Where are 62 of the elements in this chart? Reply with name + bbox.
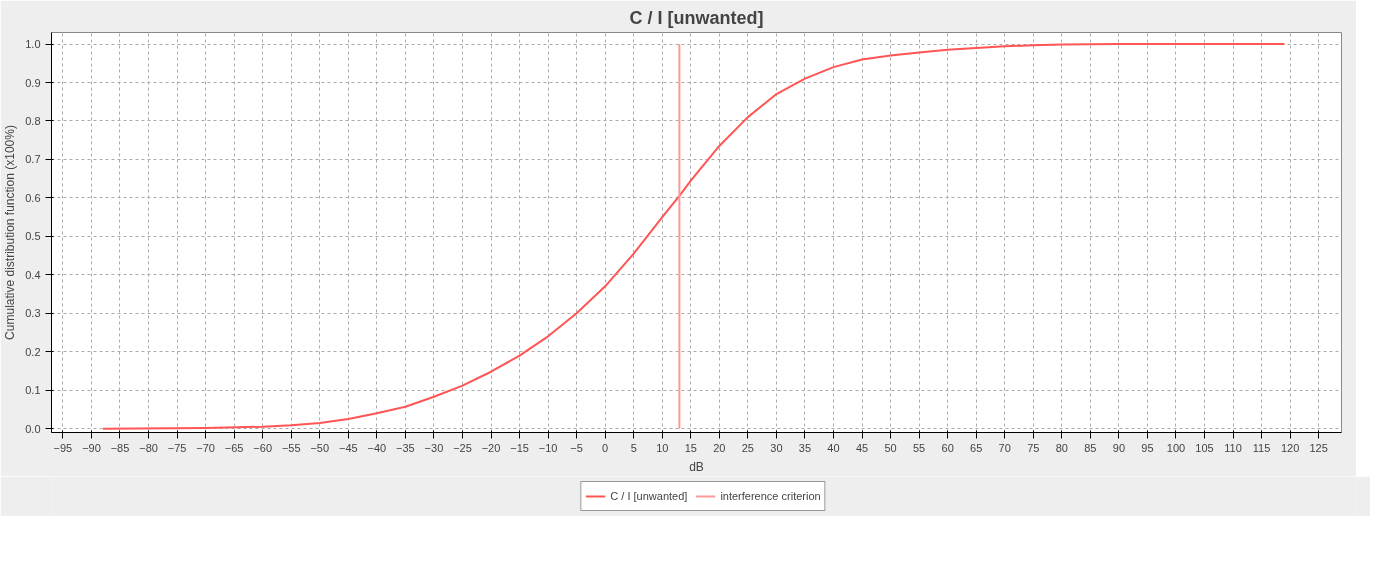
y-tick-label: 0.4 <box>25 268 41 281</box>
x-tick-label: 25 <box>741 441 754 454</box>
x-tick-label: 115 <box>1252 441 1271 454</box>
legend-label: interference criterion <box>720 490 821 502</box>
x-tick-label: 55 <box>912 441 926 454</box>
x-tick-label: 120 <box>1280 441 1300 454</box>
x-tick-label: 60 <box>941 441 954 454</box>
x-tick-label: 110 <box>1224 441 1242 454</box>
x-tick-label: 95 <box>1141 441 1154 454</box>
x-tick-label: 50 <box>884 441 897 454</box>
x-tick-label: 0 <box>602 441 609 454</box>
x-tick-label: 45 <box>855 441 869 454</box>
x-tick-label: 30 <box>770 441 783 454</box>
x-axis-title: dB <box>689 459 704 474</box>
x-tick-label: −85 <box>110 441 130 454</box>
x-tick-label: −35 <box>396 441 415 454</box>
y-tick-label: 0.3 <box>25 307 41 320</box>
x-tick-label: −25 <box>453 441 472 454</box>
x-tick-label: 70 <box>998 441 1011 454</box>
y-tick-label: 0.9 <box>25 76 41 89</box>
x-tick-label: −45 <box>338 441 358 454</box>
x-tick-label: −80 <box>139 441 158 454</box>
y-tick-label: 0.8 <box>25 114 41 127</box>
x-tick-label: 105 <box>1195 441 1214 454</box>
x-tick-label: −30 <box>424 441 444 454</box>
x-tick-label: 15 <box>684 441 697 454</box>
x-tick-label: −55 <box>281 441 301 454</box>
x-tick-label: 40 <box>827 441 840 454</box>
x-tick-label: 5 <box>630 441 637 454</box>
x-tick-label: −90 <box>82 441 101 454</box>
legend-label: C / I [unwanted] <box>610 490 688 502</box>
x-tick-label: 80 <box>1055 441 1068 454</box>
x-tick-label: −65 <box>224 441 244 454</box>
x-tick-label: 85 <box>1084 441 1097 454</box>
x-tick-label: −50 <box>310 441 330 454</box>
x-tick-label: −20 <box>481 441 501 454</box>
x-tick-label: −10 <box>538 441 558 454</box>
x-tick-label: −15 <box>510 441 529 454</box>
y-tick-label: 0.7 <box>25 153 41 166</box>
y-tick-label: 0.0 <box>25 422 41 435</box>
y-tick-label: 0.2 <box>25 345 41 358</box>
x-tick-label: 100 <box>1166 441 1186 454</box>
x-tick-label: 75 <box>1027 441 1040 454</box>
chart-title: C / I [unwanted] <box>629 7 764 28</box>
line-series <box>101 43 1286 430</box>
y-tick-label: 0.1 <box>25 384 41 397</box>
y-tick-label: 0.6 <box>25 191 41 204</box>
y-tick-label: 0.5 <box>25 230 41 243</box>
x-tick-label: −60 <box>253 441 273 454</box>
x-tick-label: −75 <box>167 441 187 454</box>
x-tick-label: −5 <box>570 441 583 454</box>
x-tick-label: −95 <box>53 441 73 454</box>
y-tick-label: 1.0 <box>25 38 41 51</box>
x-tick-label: 35 <box>798 441 812 454</box>
x-tick-label: −70 <box>196 441 215 454</box>
x-tick-label: 125 <box>1309 441 1328 454</box>
x-tick-label: 65 <box>970 441 983 454</box>
y-axis-title: Cumulative distribution function (x100%) <box>3 125 18 340</box>
x-tick-label: 90 <box>1112 441 1126 454</box>
x-tick-label: −40 <box>367 441 387 454</box>
x-tick-label: 10 <box>656 441 669 454</box>
x-tick-label: 20 <box>713 441 726 454</box>
